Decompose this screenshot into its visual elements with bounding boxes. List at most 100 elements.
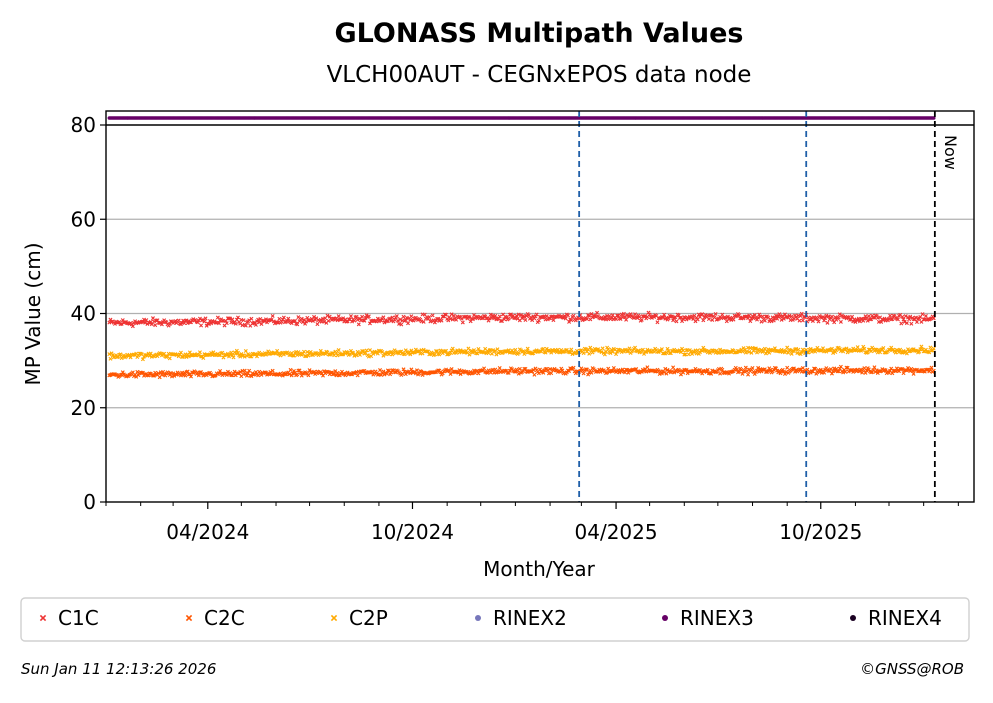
data-point-C2C	[683, 368, 688, 373]
data-point-C2C	[408, 371, 413, 376]
data-point-C2P	[644, 350, 649, 355]
data-point-C2P	[602, 352, 607, 357]
data-point-C2P	[525, 346, 530, 351]
data-point-C2C	[496, 369, 501, 374]
data-point-C2P	[581, 351, 586, 356]
data-point-C2P	[753, 346, 758, 351]
data-point-C2C	[911, 371, 916, 376]
data-point-C2P	[665, 346, 670, 351]
data-point-C2P	[691, 349, 696, 354]
data-point-C2C	[268, 370, 273, 375]
data-point-C1C	[908, 314, 913, 319]
data-point-C2C	[634, 367, 639, 372]
data-point-C1C	[451, 313, 456, 318]
data-point-C2C	[263, 370, 268, 375]
data-point-C1C	[713, 311, 718, 316]
data-point-C1C	[514, 313, 519, 318]
data-point-C2C	[236, 371, 240, 376]
data-point-C1C	[203, 316, 208, 321]
data-point-C1C	[895, 317, 900, 322]
data-point-C2P	[796, 347, 801, 352]
data-point-C1C	[164, 320, 169, 325]
x-tick-label: 10/2024	[371, 520, 454, 544]
data-point-C2C	[409, 367, 414, 372]
data-point-C2C	[844, 365, 849, 370]
data-point-C2P	[140, 357, 145, 362]
data-point-C2P	[305, 349, 310, 354]
data-point-C2C	[752, 372, 757, 377]
data-point-C2C	[813, 366, 818, 371]
data-point-C2C	[290, 371, 295, 376]
data-point-C1C	[366, 314, 371, 319]
data-point-C2C	[421, 370, 426, 375]
data-point-C2C	[135, 369, 140, 374]
data-point-C1C	[533, 314, 538, 319]
data-point-C2P	[881, 346, 886, 351]
data-point-C2C	[756, 365, 761, 370]
data-point-C2P	[513, 347, 518, 352]
data-point-C2P	[608, 351, 613, 356]
legend-marker-C2C	[185, 614, 193, 622]
data-point-C2C	[864, 368, 869, 373]
data-point-C1C	[647, 312, 652, 317]
data-point-C1C	[348, 314, 353, 319]
data-point-C1C	[866, 314, 871, 319]
data-point-C1C	[224, 321, 229, 326]
data-point-C2P	[681, 348, 686, 353]
data-point-C2C	[222, 371, 227, 376]
data-point-C1C	[536, 318, 541, 323]
data-point-C2C	[125, 373, 130, 378]
data-point-C2C	[720, 367, 725, 372]
data-point-C1C	[312, 314, 317, 319]
data-point-C2C	[684, 368, 689, 372]
data-point-C1C	[670, 314, 674, 319]
data-point-C1C	[913, 315, 918, 320]
data-point-C2C	[785, 365, 790, 370]
data-point-C1C	[470, 317, 475, 322]
data-point-C1C	[889, 317, 894, 322]
data-point-C2C	[531, 367, 536, 372]
data-point-C2C	[887, 370, 891, 375]
data-point-C1C	[890, 317, 895, 322]
data-point-C1C	[639, 317, 644, 322]
data-point-C2C	[801, 369, 806, 374]
data-point-C2C	[545, 368, 550, 373]
data-point-C2C	[247, 368, 252, 373]
data-point-C1C	[853, 319, 858, 324]
data-point-C1C	[176, 318, 181, 323]
data-point-C2C	[910, 368, 915, 373]
data-point-C1C	[133, 319, 138, 324]
x-tick-label: 04/2025	[575, 520, 658, 544]
data-point-C1C	[508, 312, 513, 317]
data-point-C2P	[931, 346, 936, 351]
data-point-C1C	[920, 312, 925, 317]
data-point-C2C	[838, 364, 843, 369]
data-point-C1C	[523, 318, 528, 323]
data-point-C1C	[318, 317, 323, 322]
vline-layer: Now	[578, 111, 960, 502]
data-point-C1C	[680, 319, 685, 324]
data-point-C2C	[917, 369, 922, 374]
data-point-C1C	[322, 319, 327, 324]
data-point-C2P	[919, 344, 924, 349]
data-point-C2P	[227, 354, 232, 359]
data-point-C2P	[186, 354, 191, 359]
data-point-C1C	[398, 317, 403, 322]
data-point-C1C	[444, 312, 449, 317]
data-point-C1C	[227, 316, 232, 321]
data-point-C1C	[268, 317, 273, 322]
data-point-C2P	[121, 353, 126, 358]
data-point-C2P	[806, 350, 811, 355]
data-point-C1C	[143, 320, 148, 325]
data-point-C1C	[157, 321, 162, 325]
data-point-C2P	[898, 347, 903, 352]
data-point-C2P	[110, 353, 115, 358]
data-point-C2C	[598, 369, 603, 374]
data-point-C2P	[351, 351, 356, 356]
data-point-C2P	[435, 349, 440, 354]
data-point-C2C	[516, 371, 521, 376]
data-point-C1C	[755, 317, 759, 322]
data-point-C2C	[213, 373, 218, 378]
data-point-C2P	[155, 354, 160, 359]
data-point-C1C	[777, 312, 782, 317]
